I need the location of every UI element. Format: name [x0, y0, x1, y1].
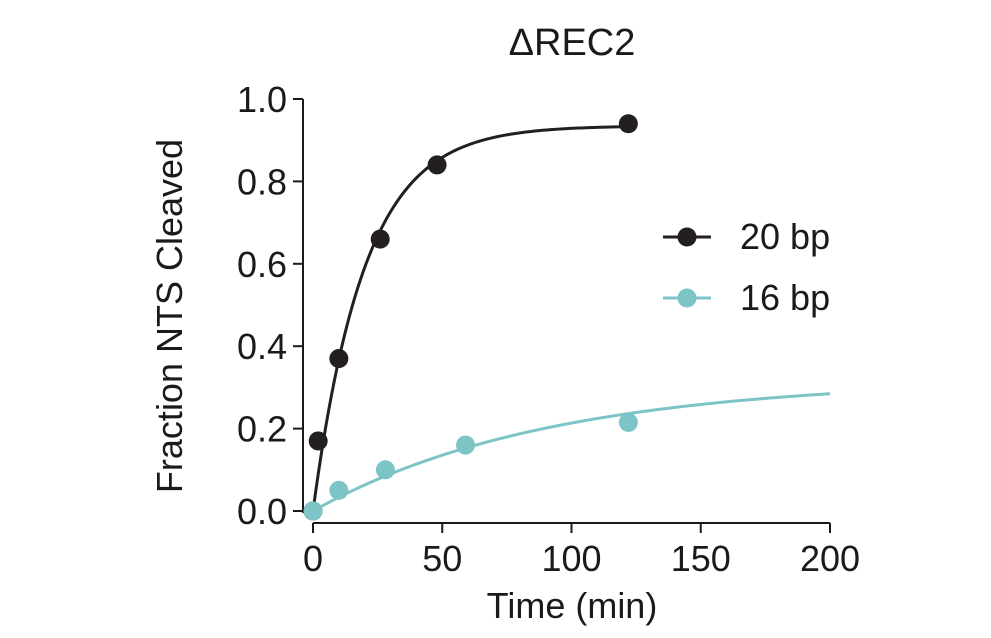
- legend-marker-20-bp: [677, 227, 697, 247]
- y-tick-label: 0.0: [237, 491, 287, 532]
- legend-label-20-bp: 20 bp: [740, 216, 830, 257]
- x-tick-label: 0: [303, 538, 323, 579]
- x-tick-label: 50: [422, 538, 462, 579]
- data-point-20-bp: [618, 114, 638, 134]
- data-point-20-bp: [308, 431, 328, 451]
- y-tick-label: 0.8: [237, 161, 287, 202]
- legend-marker-16-bp: [677, 288, 697, 308]
- y-tick-label: 0.2: [237, 409, 287, 450]
- y-axis-title: Fraction NTS Cleaved: [149, 139, 190, 493]
- legend: 20 bp 16 bp: [663, 216, 830, 318]
- fit-curve-20-bp: [311, 125, 629, 512]
- data-point-16-bp: [618, 412, 638, 432]
- x-tick-label: 200: [800, 538, 860, 579]
- y-tick-label: 0.6: [237, 244, 287, 285]
- y-axis-ticks: 0.0 0.2 0.4 0.6 0.8 1.0: [237, 79, 303, 532]
- x-tick-label: 100: [541, 538, 601, 579]
- y-tick-label: 0.4: [237, 326, 287, 367]
- y-tick-label: 1.0: [237, 79, 287, 120]
- chart-title: ΔREC2: [509, 22, 636, 64]
- x-tick-label: 150: [671, 538, 731, 579]
- data-point-20-bp: [329, 349, 349, 369]
- x-axis-ticks: 0 50 100 150 200: [303, 523, 860, 579]
- data-point-20-bp: [427, 155, 447, 175]
- data-point-16-bp: [329, 480, 349, 500]
- x-axis-title: Time (min): [487, 585, 658, 626]
- data-point-16-bp: [456, 435, 476, 455]
- fit-curve-16-bp: [312, 392, 831, 513]
- plot-area: [303, 114, 831, 521]
- legend-label-16-bp: 16 bp: [740, 277, 830, 318]
- data-point-16-bp: [375, 460, 395, 480]
- data-point-16-bp: [303, 501, 323, 521]
- data-point-20-bp: [370, 229, 390, 249]
